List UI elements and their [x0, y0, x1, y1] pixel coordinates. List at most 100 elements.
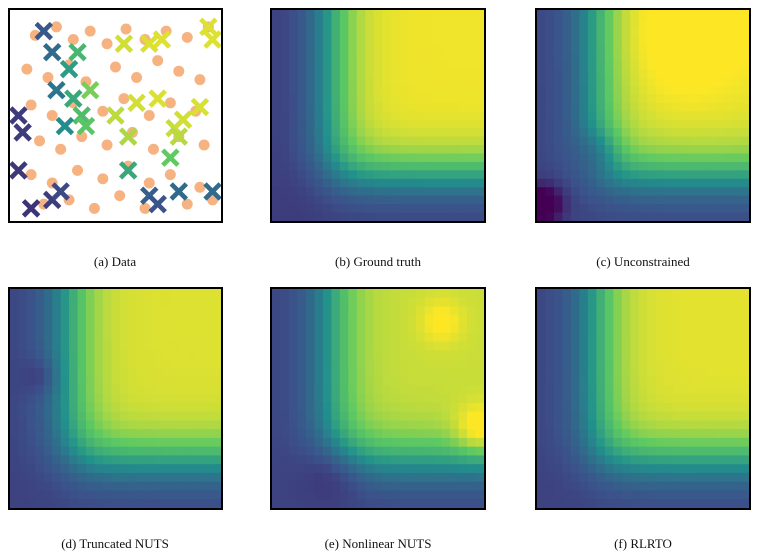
heatmap-cell	[314, 153, 324, 163]
heatmap-cell	[537, 111, 547, 121]
heatmap-cell	[664, 128, 674, 138]
observation-cross	[127, 93, 146, 113]
heatmap-cell	[467, 464, 477, 474]
heatmap-cell	[407, 367, 417, 378]
heatmap-cell	[43, 411, 53, 422]
heatmap-cell	[681, 359, 691, 369]
heatmap-cell	[433, 332, 443, 343]
heatmap-cell	[153, 297, 163, 308]
heatmap-cell	[441, 490, 451, 500]
heatmap-cell	[467, 490, 477, 500]
heatmap-cell	[664, 429, 674, 439]
heatmap-cell	[545, 289, 555, 299]
heatmap-cell	[356, 18, 366, 28]
heatmap-cell	[280, 297, 290, 308]
heatmap-cell	[35, 306, 45, 316]
heatmap-cell	[475, 499, 484, 508]
heatmap-cell	[613, 10, 623, 20]
heatmap-cell	[450, 411, 460, 422]
heatmap-cell	[272, 411, 282, 422]
heatmap-cell	[621, 153, 631, 163]
heatmap-cell	[339, 102, 349, 112]
heatmap-cell	[85, 394, 96, 404]
heatmap-cell	[715, 429, 725, 439]
heatmap-cell	[390, 35, 400, 45]
heatmap-cell	[272, 161, 282, 171]
heatmap-cell	[178, 455, 188, 465]
heatmap-cell	[630, 289, 640, 299]
heatmap-cell	[689, 128, 699, 138]
heatmap-cell	[562, 145, 572, 155]
heatmap-cell	[195, 332, 205, 343]
heatmap-cell	[630, 446, 640, 457]
heatmap-cell	[153, 429, 163, 439]
heatmap-cell	[638, 111, 648, 121]
heatmap-cell	[604, 52, 614, 62]
heatmap-cell	[433, 136, 443, 146]
heatmap-cell	[178, 490, 188, 500]
heatmap-cell	[348, 77, 358, 87]
heatmap-cell	[467, 402, 477, 413]
heatmap-cell	[399, 437, 409, 448]
heatmap-cell	[638, 385, 648, 395]
heatmap-cell	[288, 464, 299, 474]
heatmap-cell	[26, 394, 36, 404]
heatmap-cell	[467, 170, 477, 180]
heatmap-cell	[715, 437, 725, 448]
heatmap-cell	[305, 499, 316, 508]
heatmap-cell	[212, 324, 221, 334]
heatmap-cell	[475, 195, 484, 205]
heatmap-cell	[604, 315, 614, 325]
heatmap-cell	[537, 85, 547, 96]
heatmap-cell	[102, 455, 112, 465]
heatmap-cell	[390, 52, 400, 62]
heatmap-cell	[272, 481, 282, 492]
heatmap-cell	[297, 481, 307, 492]
heatmap-cell	[204, 376, 214, 387]
heatmap-cell	[424, 161, 434, 171]
observation-cross	[59, 59, 79, 79]
heatmap-cell	[297, 376, 307, 387]
heatmap-cell	[681, 455, 691, 465]
heatmap-cell	[621, 455, 631, 465]
heatmap-cell	[399, 394, 409, 404]
heatmap-cell	[596, 481, 606, 492]
heatmap-cell	[373, 102, 383, 112]
heatmap-cell	[365, 481, 375, 492]
heatmap-cell	[723, 128, 733, 138]
heatmap-cell	[621, 94, 631, 104]
heatmap-cell	[475, 297, 484, 308]
heatmap-cell	[94, 481, 104, 492]
heatmap-cell	[630, 161, 640, 171]
heatmap-cell	[178, 481, 188, 492]
heatmap-cell	[170, 464, 180, 474]
heatmap-cell	[399, 43, 409, 53]
heatmap-cell	[475, 289, 484, 299]
heatmap-cell	[647, 153, 657, 163]
heatmap-cell	[715, 481, 725, 492]
heatmap-cell	[280, 212, 290, 221]
heatmap-cell	[339, 324, 349, 334]
heatmap-cell	[195, 341, 205, 351]
heatmap-cell	[630, 306, 640, 316]
heatmap-cell	[145, 385, 155, 395]
heatmap-cell	[356, 429, 366, 439]
heatmap-cell	[356, 136, 366, 146]
heatmap-cell	[153, 464, 163, 474]
heatmap-cell	[145, 402, 155, 413]
heatmap-cell	[537, 145, 547, 155]
heatmap-cell	[288, 85, 299, 96]
observation-cross	[118, 161, 138, 180]
heatmap-cell	[672, 306, 682, 316]
heatmap-cell	[60, 341, 70, 351]
heatmap-cell	[390, 437, 400, 448]
heatmap-cell	[689, 472, 699, 483]
heatmap-cell	[458, 499, 468, 508]
heatmap-cell	[698, 306, 708, 316]
heatmap-cell	[740, 204, 749, 214]
heatmap-cell	[407, 10, 417, 20]
heatmap-cell	[102, 481, 112, 492]
heatmap-cell	[475, 43, 484, 53]
heatmap-cell	[52, 297, 62, 308]
heatmap-cell	[69, 446, 79, 457]
